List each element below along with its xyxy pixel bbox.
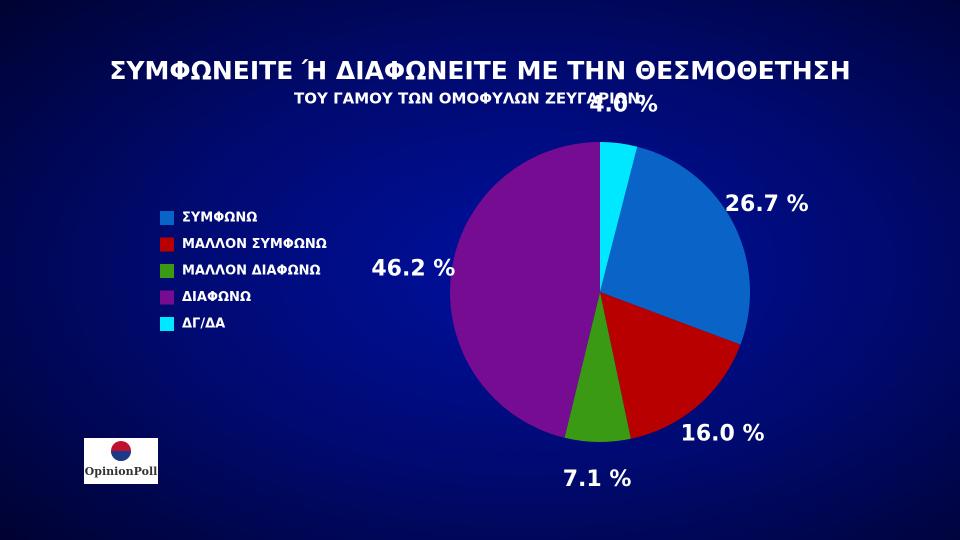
chart-subtitle: ΤΟΥ ΓΑΜΟΥ ΤΩΝ ΟΜΟΦΥΛΩΝ ΖΕΥΓΑΡΙΩΝ;	[294, 90, 646, 108]
pie-slice	[600, 142, 638, 292]
legend-swatch	[160, 237, 174, 252]
value-label: 16.0 %	[681, 422, 765, 447]
legend-label: ΣΥΜΦΩΝΩ	[182, 211, 257, 226]
legend-swatch	[160, 317, 174, 331]
value-label: 7.1 %	[563, 467, 632, 492]
value-label: 4.0 %	[589, 92, 658, 117]
logo-text: OpinionPoll	[85, 465, 158, 478]
legend-swatch	[160, 211, 174, 225]
legend-label: ΔΙΑΦΩΝΩ	[182, 290, 251, 305]
chart-title: ΣΥΜΦΩΝΕΙΤΕ Ή ΔΙΑΦΩΝΕΙΤΕ ΜΕ ΤΗΝ ΘΕΣΜΟΘΕΤΗ…	[109, 56, 850, 85]
pie-slice	[600, 146, 751, 345]
value-label: 46.2 %	[371, 257, 455, 282]
legend-label: ΜΑΛΛΟΝ ΣΥΜΦΩΝΩ	[182, 237, 327, 252]
pie-slice	[449, 142, 600, 438]
logo-icon	[111, 451, 131, 461]
legend-label: ΔΓ/ΔΑ	[182, 317, 225, 332]
legend-label: ΜΑΛΛΟΝ ΔΙΑΦΩΝΩ	[182, 264, 321, 279]
legend-swatch	[160, 290, 174, 305]
logo: OpinionPoll	[84, 438, 158, 484]
legend-swatch	[160, 264, 174, 278]
value-label: 26.7 %	[725, 192, 809, 217]
pie-slice	[600, 292, 741, 439]
pie-slice	[564, 292, 631, 442]
